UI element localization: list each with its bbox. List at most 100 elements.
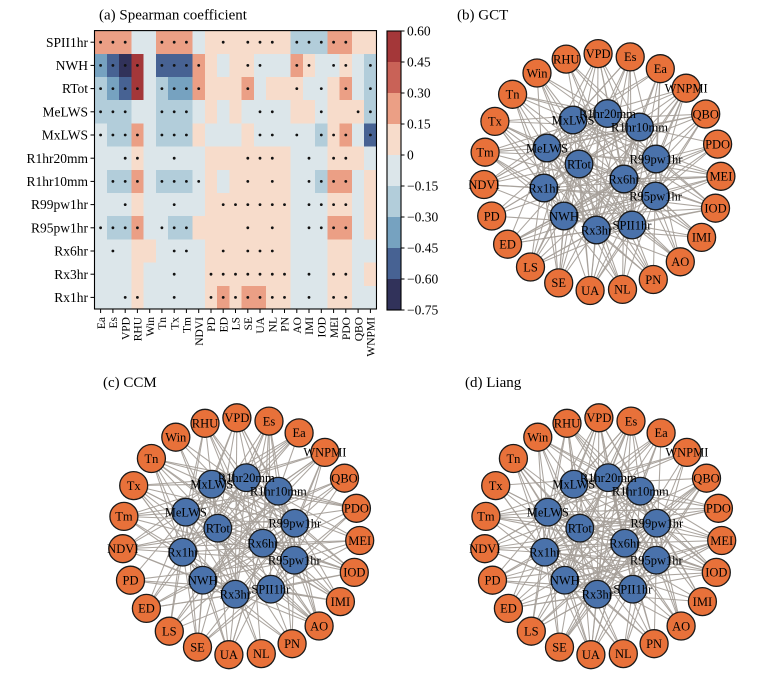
svg-text:ED: ED <box>499 238 516 252</box>
svg-text:MxLWS: MxLWS <box>552 478 595 492</box>
svg-text:Ea: Ea <box>293 426 307 440</box>
svg-text:UA: UA <box>255 316 267 333</box>
svg-text:0.45: 0.45 <box>407 55 431 70</box>
svg-text:QBO: QBO <box>693 472 719 486</box>
svg-text:UA: UA <box>220 648 238 662</box>
svg-text:VPD: VPD <box>586 47 611 61</box>
svg-text:NWH: NWH <box>188 574 218 588</box>
svg-text:IMI: IMI <box>331 595 350 609</box>
svg-text:R1hr20mm: R1hr20mm <box>26 151 88 166</box>
svg-text:AO: AO <box>292 317 304 334</box>
svg-text:R1hr10mm: R1hr10mm <box>611 120 668 134</box>
svg-text:PN: PN <box>645 273 661 287</box>
svg-text:Es: Es <box>263 414 276 428</box>
svg-text:Rx3hr: Rx3hr <box>582 588 614 602</box>
svg-text:NL: NL <box>268 317 280 332</box>
svg-text:Rx3hr: Rx3hr <box>220 588 252 602</box>
svg-text:−0.60: −0.60 <box>407 272 438 287</box>
svg-text:−0.30: −0.30 <box>407 210 438 225</box>
svg-text:R95pw1hr: R95pw1hr <box>630 554 684 568</box>
svg-text:PD: PD <box>206 317 218 332</box>
svg-text:MxLWS: MxLWS <box>552 113 595 127</box>
svg-text:SPII1hr: SPII1hr <box>613 218 653 232</box>
svg-text:Ea: Ea <box>96 317 108 329</box>
svg-text:(a) Spearman coefficient: (a) Spearman coefficient <box>99 8 248 24</box>
svg-text:MxLWS: MxLWS <box>42 128 88 143</box>
svg-text:R1hr20mm: R1hr20mm <box>218 471 275 485</box>
svg-text:RHU: RHU <box>554 417 580 431</box>
svg-text:Rx1hr: Rx1hr <box>528 181 560 195</box>
svg-text:PDO: PDO <box>341 317 353 340</box>
svg-text:MEI: MEI <box>710 534 733 548</box>
svg-text:RTot: RTot <box>568 522 593 536</box>
svg-text:ED: ED <box>500 602 517 616</box>
svg-text:QBO: QBO <box>692 107 718 121</box>
svg-text:LS: LS <box>162 625 177 639</box>
svg-text:SE: SE <box>190 640 205 654</box>
svg-text:NL: NL <box>253 647 270 661</box>
svg-text:Rx1hr: Rx1hr <box>529 546 561 560</box>
svg-text:MEI: MEI <box>348 534 371 548</box>
svg-text:Tm: Tm <box>182 317 194 333</box>
svg-text:Ea: Ea <box>654 62 668 76</box>
svg-text:SPII1hr: SPII1hr <box>251 583 291 597</box>
svg-text:R95pw1hr: R95pw1hr <box>629 189 683 203</box>
svg-text:R99pw1hr: R99pw1hr <box>630 517 684 531</box>
svg-text:PDO: PDO <box>344 502 369 516</box>
svg-text:PDO: PDO <box>706 502 731 516</box>
svg-text:MeLWS: MeLWS <box>527 506 569 520</box>
svg-text:Tx: Tx <box>169 317 181 330</box>
svg-text:−0.45: −0.45 <box>407 241 438 256</box>
svg-text:NL: NL <box>615 647 632 661</box>
svg-text:AO: AO <box>310 619 328 633</box>
svg-text:Tx: Tx <box>127 479 142 493</box>
svg-text:NDVI: NDVI <box>468 178 499 192</box>
svg-text:WNPMI: WNPMI <box>665 446 708 460</box>
svg-text:UA: UA <box>582 648 600 662</box>
svg-text:RTot: RTot <box>206 522 231 536</box>
svg-text:R99pw1hr: R99pw1hr <box>630 152 684 166</box>
svg-text:Rx1hr: Rx1hr <box>167 546 199 560</box>
svg-text:Ea: Ea <box>655 426 669 440</box>
svg-text:ED: ED <box>138 602 155 616</box>
svg-text:R95pw1hr: R95pw1hr <box>31 220 89 235</box>
svg-text:R1hr20mm: R1hr20mm <box>579 107 636 121</box>
svg-text:MxLWS: MxLWS <box>190 478 233 492</box>
svg-text:RHU: RHU <box>133 316 145 341</box>
svg-text:NWH: NWH <box>56 58 88 73</box>
svg-text:R95pw1hr: R95pw1hr <box>268 554 322 568</box>
svg-text:MeLWS: MeLWS <box>526 141 568 155</box>
svg-text:RTot: RTot <box>62 81 88 96</box>
svg-text:IOD: IOD <box>704 202 726 216</box>
svg-text:VPD: VPD <box>586 411 611 425</box>
svg-text:PD: PD <box>484 209 500 223</box>
svg-text:Rx6hr: Rx6hr <box>609 537 641 551</box>
svg-text:R99pw1hr: R99pw1hr <box>31 197 89 212</box>
svg-text:SE: SE <box>243 317 255 330</box>
svg-text:R1hr10mm: R1hr10mm <box>250 485 307 499</box>
svg-text:WNPMI: WNPMI <box>665 82 708 96</box>
svg-text:PD: PD <box>485 574 501 588</box>
svg-text:MEI: MEI <box>709 170 732 184</box>
svg-text:LS: LS <box>523 260 538 274</box>
svg-text:R99pw1hr: R99pw1hr <box>268 517 322 531</box>
svg-text:WNPMI: WNPMI <box>366 317 378 357</box>
svg-text:0: 0 <box>407 148 414 163</box>
svg-text:Tn: Tn <box>506 452 521 466</box>
svg-text:(c) CCM: (c) CCM <box>103 375 157 391</box>
svg-text:IMI: IMI <box>304 317 316 335</box>
svg-text:Rx6hr: Rx6hr <box>608 172 640 186</box>
svg-text:0.30: 0.30 <box>407 86 431 101</box>
svg-text:ED: ED <box>218 317 230 332</box>
svg-text:VPD: VPD <box>120 317 132 340</box>
svg-text:−0.15: −0.15 <box>407 179 438 194</box>
svg-text:NWH: NWH <box>549 209 579 223</box>
svg-text:PD: PD <box>123 574 139 588</box>
svg-text:R1hr10mm: R1hr10mm <box>26 174 88 189</box>
svg-text:Win: Win <box>527 431 549 445</box>
svg-text:QBO: QBO <box>331 472 357 486</box>
svg-text:−0.75: −0.75 <box>407 303 438 318</box>
svg-text:IOD: IOD <box>317 317 329 337</box>
svg-text:Tx: Tx <box>489 479 504 493</box>
svg-text:MeLWS: MeLWS <box>165 506 207 520</box>
